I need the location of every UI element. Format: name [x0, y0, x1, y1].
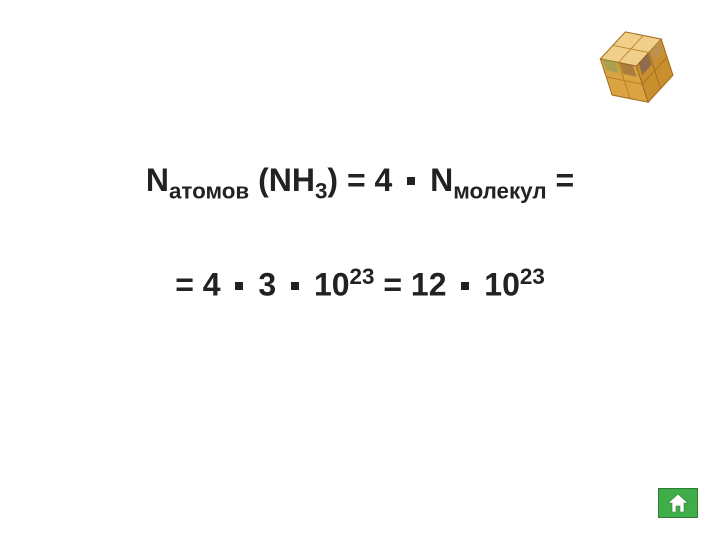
mid-eq12: = 12 [374, 267, 455, 303]
multiply-dot-icon [235, 282, 243, 290]
formula-line-1: Nатомов (NH3) = 4 Nмолекул = [0, 160, 720, 205]
subscript-nh3: 3 [315, 178, 327, 203]
multiply-dot-icon [291, 282, 299, 290]
ten-1: 10 [305, 267, 349, 303]
formula-line-2: = 4 3 1023 = 12 1023 [0, 263, 720, 305]
three: 3 [249, 267, 285, 303]
subscript-atoms: атомов [169, 178, 249, 203]
n-symbol-1: N [146, 162, 169, 198]
formula-block: Nатомов (NH3) = 4 Nмолекул = = 4 3 1023 … [0, 160, 720, 305]
exp-1: 23 [350, 264, 375, 289]
home-icon [667, 493, 689, 513]
multiply-dot-icon [461, 282, 469, 290]
lead-eq4: = 4 [175, 267, 229, 303]
home-button[interactable] [658, 488, 698, 518]
mid-eq4: ) = 4 [327, 162, 401, 198]
decorative-cube [572, 8, 702, 138]
ten-2: 10 [475, 267, 519, 303]
exp-2: 23 [520, 264, 545, 289]
n-symbol-2: N [430, 162, 453, 198]
open-paren-nh: (NH [249, 162, 315, 198]
photo-cube-icon [572, 8, 702, 138]
multiply-dot-icon [407, 177, 415, 185]
subscript-molecules: молекул [453, 178, 546, 203]
slide: Nатомов (NH3) = 4 Nмолекул = = 4 3 1023 … [0, 0, 720, 540]
tail-eq: = [547, 162, 575, 198]
